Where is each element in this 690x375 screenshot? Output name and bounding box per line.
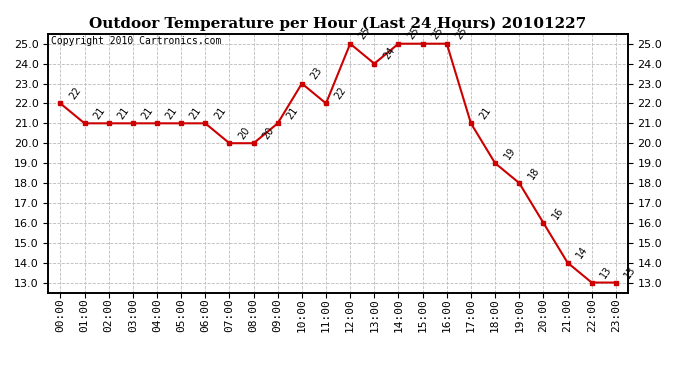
Text: 22: 22 — [68, 85, 83, 101]
Text: 21: 21 — [285, 105, 300, 121]
Text: 21: 21 — [92, 105, 107, 121]
Text: 22: 22 — [333, 85, 348, 101]
Text: 21: 21 — [116, 105, 131, 121]
Text: 25: 25 — [454, 26, 469, 42]
Text: 20: 20 — [237, 125, 252, 141]
Text: 14: 14 — [575, 245, 590, 261]
Text: 21: 21 — [164, 105, 179, 121]
Text: 25: 25 — [406, 26, 421, 42]
Text: 21: 21 — [478, 105, 493, 121]
Text: 25: 25 — [430, 26, 445, 42]
Text: 13: 13 — [623, 265, 638, 280]
Text: 19: 19 — [502, 145, 518, 161]
Text: 25: 25 — [357, 26, 373, 42]
Title: Outdoor Temperature per Hour (Last 24 Hours) 20101227: Outdoor Temperature per Hour (Last 24 Ho… — [90, 17, 586, 31]
Text: 24: 24 — [382, 46, 397, 62]
Text: 20: 20 — [261, 125, 276, 141]
Text: 13: 13 — [599, 265, 614, 280]
Text: 16: 16 — [551, 205, 566, 220]
Text: 18: 18 — [526, 165, 542, 181]
Text: Copyright 2010 Cartronics.com: Copyright 2010 Cartronics.com — [51, 36, 221, 46]
Text: 21: 21 — [213, 105, 228, 121]
Text: 21: 21 — [140, 105, 155, 121]
Text: 23: 23 — [309, 66, 324, 81]
Text: 21: 21 — [188, 105, 204, 121]
